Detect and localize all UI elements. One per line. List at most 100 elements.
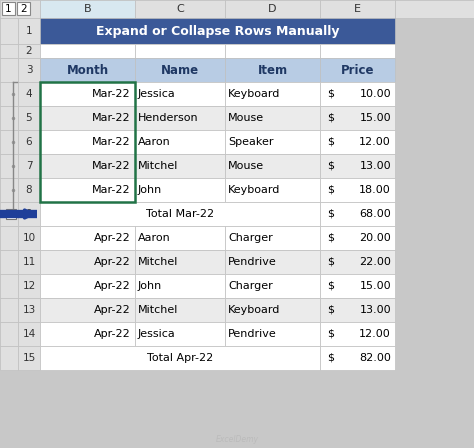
Bar [135, 82, 225, 106]
Text: Mar-22: Mar-22 [92, 161, 131, 171]
Text: 10: 10 [22, 233, 36, 243]
Bar [320, 82, 395, 106]
Bar [18, 274, 40, 298]
Text: Apr-22: Apr-22 [94, 329, 131, 339]
Text: Mouse: Mouse [228, 161, 264, 171]
Text: Aaron: Aaron [138, 137, 171, 147]
Text: 13: 13 [22, 305, 36, 315]
Text: $: $ [327, 329, 334, 339]
Bar [6, 209, 16, 219]
Bar [135, 44, 225, 58]
Text: 15.00: 15.00 [359, 113, 391, 123]
Bar [18, 250, 40, 274]
Bar [135, 130, 225, 154]
Bar [18, 44, 40, 58]
Bar [0, 82, 18, 106]
Text: $: $ [327, 233, 334, 243]
Text: B: B [84, 4, 91, 14]
Text: 68.00: 68.00 [359, 209, 391, 219]
Bar [320, 106, 395, 130]
Text: Mitchel: Mitchel [138, 305, 178, 315]
Text: Mar-22: Mar-22 [92, 113, 131, 123]
Bar [320, 154, 395, 178]
Bar [0, 298, 18, 322]
Bar [0, 106, 18, 130]
Text: $: $ [327, 113, 334, 123]
Bar [0, 322, 18, 346]
Text: Pendrive: Pendrive [228, 257, 277, 267]
Bar [40, 82, 135, 202]
Bar [0, 130, 18, 154]
Text: 1: 1 [26, 26, 32, 36]
Text: Mouse: Mouse [228, 113, 264, 123]
Bar [18, 322, 40, 346]
Text: 82.00: 82.00 [359, 353, 391, 363]
Text: Price: Price [341, 64, 374, 77]
Text: Apr-22: Apr-22 [94, 257, 131, 267]
Bar [18, 226, 40, 250]
Bar [40, 250, 135, 274]
Bar [0, 44, 18, 58]
Text: Speaker: Speaker [228, 137, 273, 147]
Bar [18, 178, 40, 202]
Text: 12.00: 12.00 [359, 329, 391, 339]
Text: 13.00: 13.00 [359, 161, 391, 171]
Text: Aaron: Aaron [138, 233, 171, 243]
Text: 15.00: 15.00 [359, 281, 391, 291]
Bar [225, 154, 320, 178]
Bar [18, 298, 40, 322]
Text: 12.00: 12.00 [359, 137, 391, 147]
Bar [135, 298, 225, 322]
Text: Jessica: Jessica [138, 89, 176, 99]
Text: ExcelDemy: ExcelDemy [216, 435, 258, 444]
Text: 12: 12 [22, 281, 36, 291]
Bar [320, 226, 395, 250]
Text: $: $ [327, 185, 334, 195]
Text: 13.00: 13.00 [359, 305, 391, 315]
Bar [18, 154, 40, 178]
Bar [40, 0, 135, 18]
Bar [40, 226, 135, 250]
Bar [225, 82, 320, 106]
Text: 18.00: 18.00 [359, 185, 391, 195]
Bar [320, 274, 395, 298]
Text: $: $ [327, 281, 334, 291]
Bar [135, 154, 225, 178]
Text: Expand or Collapse Rows Manually: Expand or Collapse Rows Manually [96, 25, 339, 38]
Text: Mar-22: Mar-22 [92, 89, 131, 99]
Text: Mar-22: Mar-22 [92, 185, 131, 195]
Text: Item: Item [257, 64, 288, 77]
Bar [135, 0, 225, 18]
Bar [0, 226, 18, 250]
Bar [40, 298, 135, 322]
Bar [225, 0, 320, 18]
Bar [0, 58, 18, 82]
Bar [18, 58, 40, 82]
Bar [18, 346, 40, 370]
Bar [0, 346, 18, 370]
Bar [320, 298, 395, 322]
Bar [320, 322, 395, 346]
Text: Total Mar-22: Total Mar-22 [146, 209, 214, 219]
Bar [135, 106, 225, 130]
Bar [225, 298, 320, 322]
Bar [0, 250, 18, 274]
Text: 8: 8 [26, 185, 32, 195]
Bar [18, 106, 40, 130]
Bar [40, 274, 135, 298]
Bar [18, 202, 40, 226]
Bar [0, 154, 18, 178]
Bar [40, 178, 135, 202]
Text: Apr-22: Apr-22 [94, 233, 131, 243]
Bar [0, 18, 18, 44]
Bar [135, 58, 225, 82]
Bar [40, 18, 395, 44]
Text: 3: 3 [26, 65, 32, 75]
Text: Pendrive: Pendrive [228, 329, 277, 339]
Text: John: John [138, 281, 162, 291]
Text: Total Apr-22: Total Apr-22 [147, 353, 213, 363]
Text: Keyboard: Keyboard [228, 305, 281, 315]
Text: E: E [354, 4, 361, 14]
Text: Apr-22: Apr-22 [94, 305, 131, 315]
Text: John: John [138, 185, 162, 195]
